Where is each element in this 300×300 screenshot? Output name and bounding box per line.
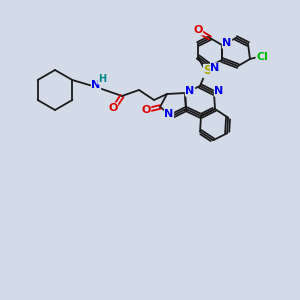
Text: N: N [164,109,174,119]
Text: N: N [92,80,100,90]
Text: N: N [214,86,224,96]
Text: O: O [193,25,203,35]
Text: N: N [210,63,220,73]
Text: S: S [203,64,212,77]
Text: O: O [141,105,151,115]
Text: Cl: Cl [256,52,268,62]
Text: H: H [98,74,106,84]
Text: N: N [185,86,195,96]
Text: O: O [108,103,118,113]
Text: N: N [222,38,232,48]
